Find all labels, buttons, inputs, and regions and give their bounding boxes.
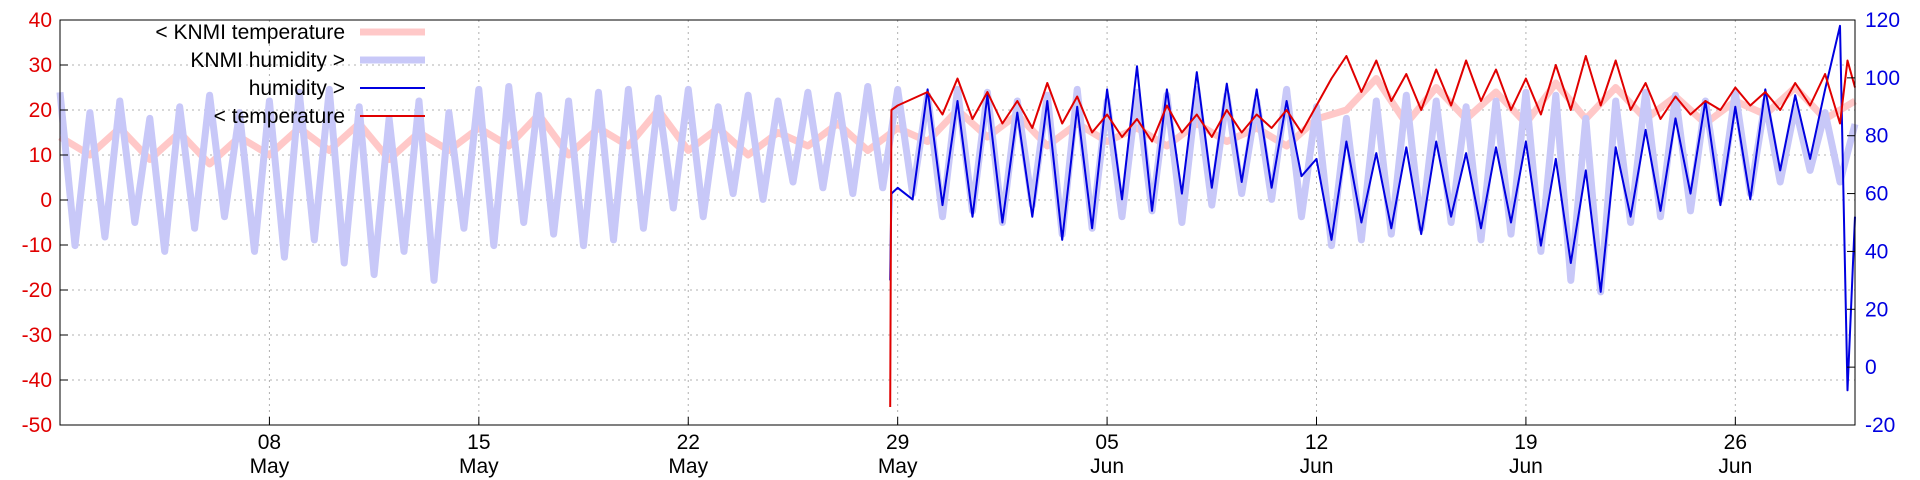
left-tick-label: -30 <box>22 324 52 347</box>
x-tick-month-label: Jun <box>1300 455 1334 478</box>
x-tick-month-label: May <box>250 455 290 478</box>
x-tick-day-label: 08 <box>258 431 281 454</box>
x-tick-month-label: Jun <box>1509 455 1543 478</box>
left-tick-label: -40 <box>22 369 52 392</box>
left-tick-label: 20 <box>29 99 52 122</box>
x-tick-month-label: Jun <box>1090 455 1124 478</box>
x-tick-day-label: 05 <box>1095 431 1118 454</box>
right-tick-label: 40 <box>1865 240 1888 263</box>
right-tick-label: -20 <box>1865 414 1895 437</box>
left-tick-label: 30 <box>29 54 52 77</box>
x-tick-day-label: 19 <box>1514 431 1537 454</box>
right-tick-label: 0 <box>1865 356 1877 379</box>
left-tick-label: 10 <box>29 144 52 167</box>
x-tick-day-label: 22 <box>677 431 700 454</box>
right-tick-label: 60 <box>1865 183 1888 206</box>
left-tick-label: 40 <box>29 9 52 32</box>
left-tick-label: -10 <box>22 234 52 257</box>
left-axis-ticks: 40 30 20 10 0 -10 -20 -30 -40 -50 <box>22 9 68 437</box>
right-tick-label: 120 <box>1865 9 1900 32</box>
x-tick-day-label: 15 <box>467 431 490 454</box>
x-tick-day-label: 29 <box>886 431 909 454</box>
x-tick-day-label: 12 <box>1305 431 1328 454</box>
x-tick-month-label: May <box>878 455 918 478</box>
legend-entry-label: humidity > <box>249 77 345 100</box>
x-tick-month-label: Jun <box>1718 455 1752 478</box>
legend: < KNMI temperature KNMI humidity > humidit… <box>155 21 425 128</box>
right-tick-label: 20 <box>1865 298 1888 321</box>
legend-entry-label: < temperature <box>214 105 345 128</box>
legend-entry-label: < KNMI temperature <box>155 21 345 44</box>
right-tick-label: 100 <box>1865 67 1900 90</box>
series-line-1 <box>56 83 1859 296</box>
series-line-3 <box>889 55 1856 408</box>
left-tick-label: -20 <box>22 279 52 302</box>
series-line-2 <box>889 24 1856 392</box>
left-tick-label: -50 <box>22 414 52 437</box>
right-axis-ticks: 120 100 80 60 40 20 0 -20 <box>1847 9 1900 437</box>
x-tick-month-label: May <box>668 455 708 478</box>
x-tick-day-label: 26 <box>1724 431 1747 454</box>
x-tick-month-label: May <box>459 455 499 478</box>
plot-border <box>59 19 1856 426</box>
left-tick-label: 0 <box>40 189 52 212</box>
legend-entry-label: KNMI humidity > <box>190 49 345 72</box>
right-tick-label: 80 <box>1865 125 1888 148</box>
series-layer <box>56 24 1859 408</box>
